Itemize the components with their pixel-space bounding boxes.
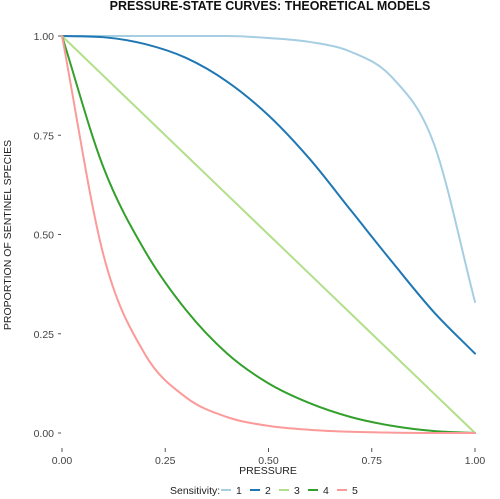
legend-label-1: 1: [236, 485, 242, 497]
y-tick-label: 0.50: [34, 230, 55, 242]
x-tick-label: 0.75: [362, 455, 383, 467]
x-tick-label: 0.50: [258, 455, 279, 467]
series-line-3: [61, 35, 476, 434]
y-axis: 0.00 0.25 0.50 0.75 1.00: [34, 31, 61, 440]
y-tick-label: 0.25: [34, 329, 55, 341]
legend-title: Sensitivity:: [170, 485, 220, 497]
x-tick-label: 0.25: [155, 455, 176, 467]
legend-label-3: 3: [294, 485, 300, 497]
x-axis-title: PRESSURE: [239, 465, 297, 477]
series-line-1: [61, 35, 476, 303]
legend-label-4: 4: [323, 485, 329, 497]
y-axis-title: PROPORTION OF SENTINEL SPECIES: [2, 140, 14, 330]
series-line-2: [61, 35, 476, 355]
legend: Sensitivity: 1 2 3 4 5: [170, 485, 358, 497]
y-tick-label: 1.00: [34, 31, 55, 43]
chart-title: PRESSURE-STATE CURVES: THEORETICAL MODEL…: [110, 0, 431, 13]
x-tick-label: 0.00: [52, 455, 73, 467]
legend-label-5: 5: [352, 485, 358, 497]
series-line-5: [61, 35, 476, 435]
plot-lines: [61, 35, 476, 435]
series-line-4: [61, 35, 476, 434]
x-axis: 0.00 0.25 0.50 0.75 1.00: [52, 448, 486, 467]
legend-label-2: 2: [265, 485, 271, 497]
y-tick-label: 0.00: [34, 428, 55, 440]
y-tick-label: 0.75: [34, 130, 55, 142]
x-tick-label: 1.00: [465, 455, 486, 467]
